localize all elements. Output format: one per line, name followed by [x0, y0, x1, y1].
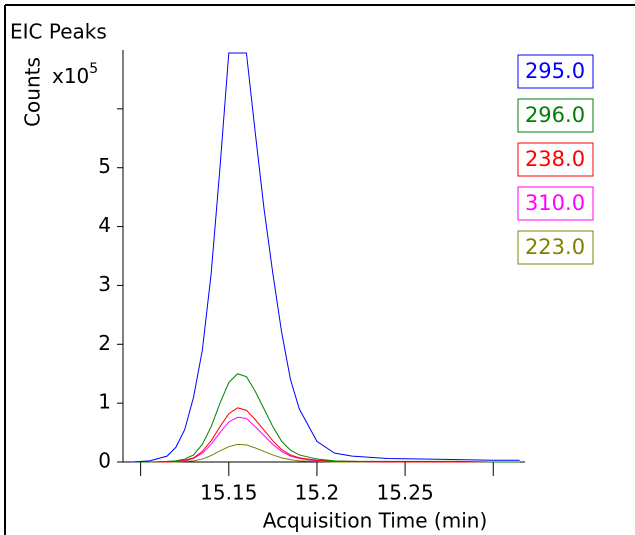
- legend-box: [517, 230, 594, 265]
- legend-box: [517, 186, 594, 221]
- legend-label: 295.0: [525, 59, 585, 83]
- x-tick-label: 15.2: [295, 481, 340, 505]
- series-line: [131, 52, 520, 463]
- y-tick-label: 2: [98, 331, 111, 355]
- legend-label: 223.0: [525, 235, 585, 259]
- y-tick-label: 3: [98, 272, 111, 296]
- y-unit-base: x10: [52, 64, 89, 88]
- x-tick-label: 15.25: [376, 481, 433, 505]
- y-tick-label: 4: [98, 213, 111, 237]
- legend-box: [517, 98, 594, 133]
- x-tick-label: 15.15: [200, 481, 257, 505]
- series-line: [131, 373, 520, 463]
- legend-label: 310.0: [525, 191, 585, 215]
- y-tick-label: 0: [98, 449, 111, 473]
- legend-label: 296.0: [525, 103, 585, 127]
- chart-title: EIC Peaks: [10, 20, 107, 44]
- x-axis-label: Acquisition Time (min): [263, 509, 488, 533]
- y-tick-label: 5: [98, 154, 111, 178]
- y-unit: x105: [52, 61, 98, 88]
- y-tick-label: 1: [98, 390, 111, 414]
- legend-label: 238.0: [525, 147, 585, 171]
- y-axis-label: Counts: [21, 57, 45, 127]
- legend-box: [517, 54, 594, 89]
- legend-box: [517, 142, 594, 177]
- y-unit-exponent: 5: [89, 61, 98, 77]
